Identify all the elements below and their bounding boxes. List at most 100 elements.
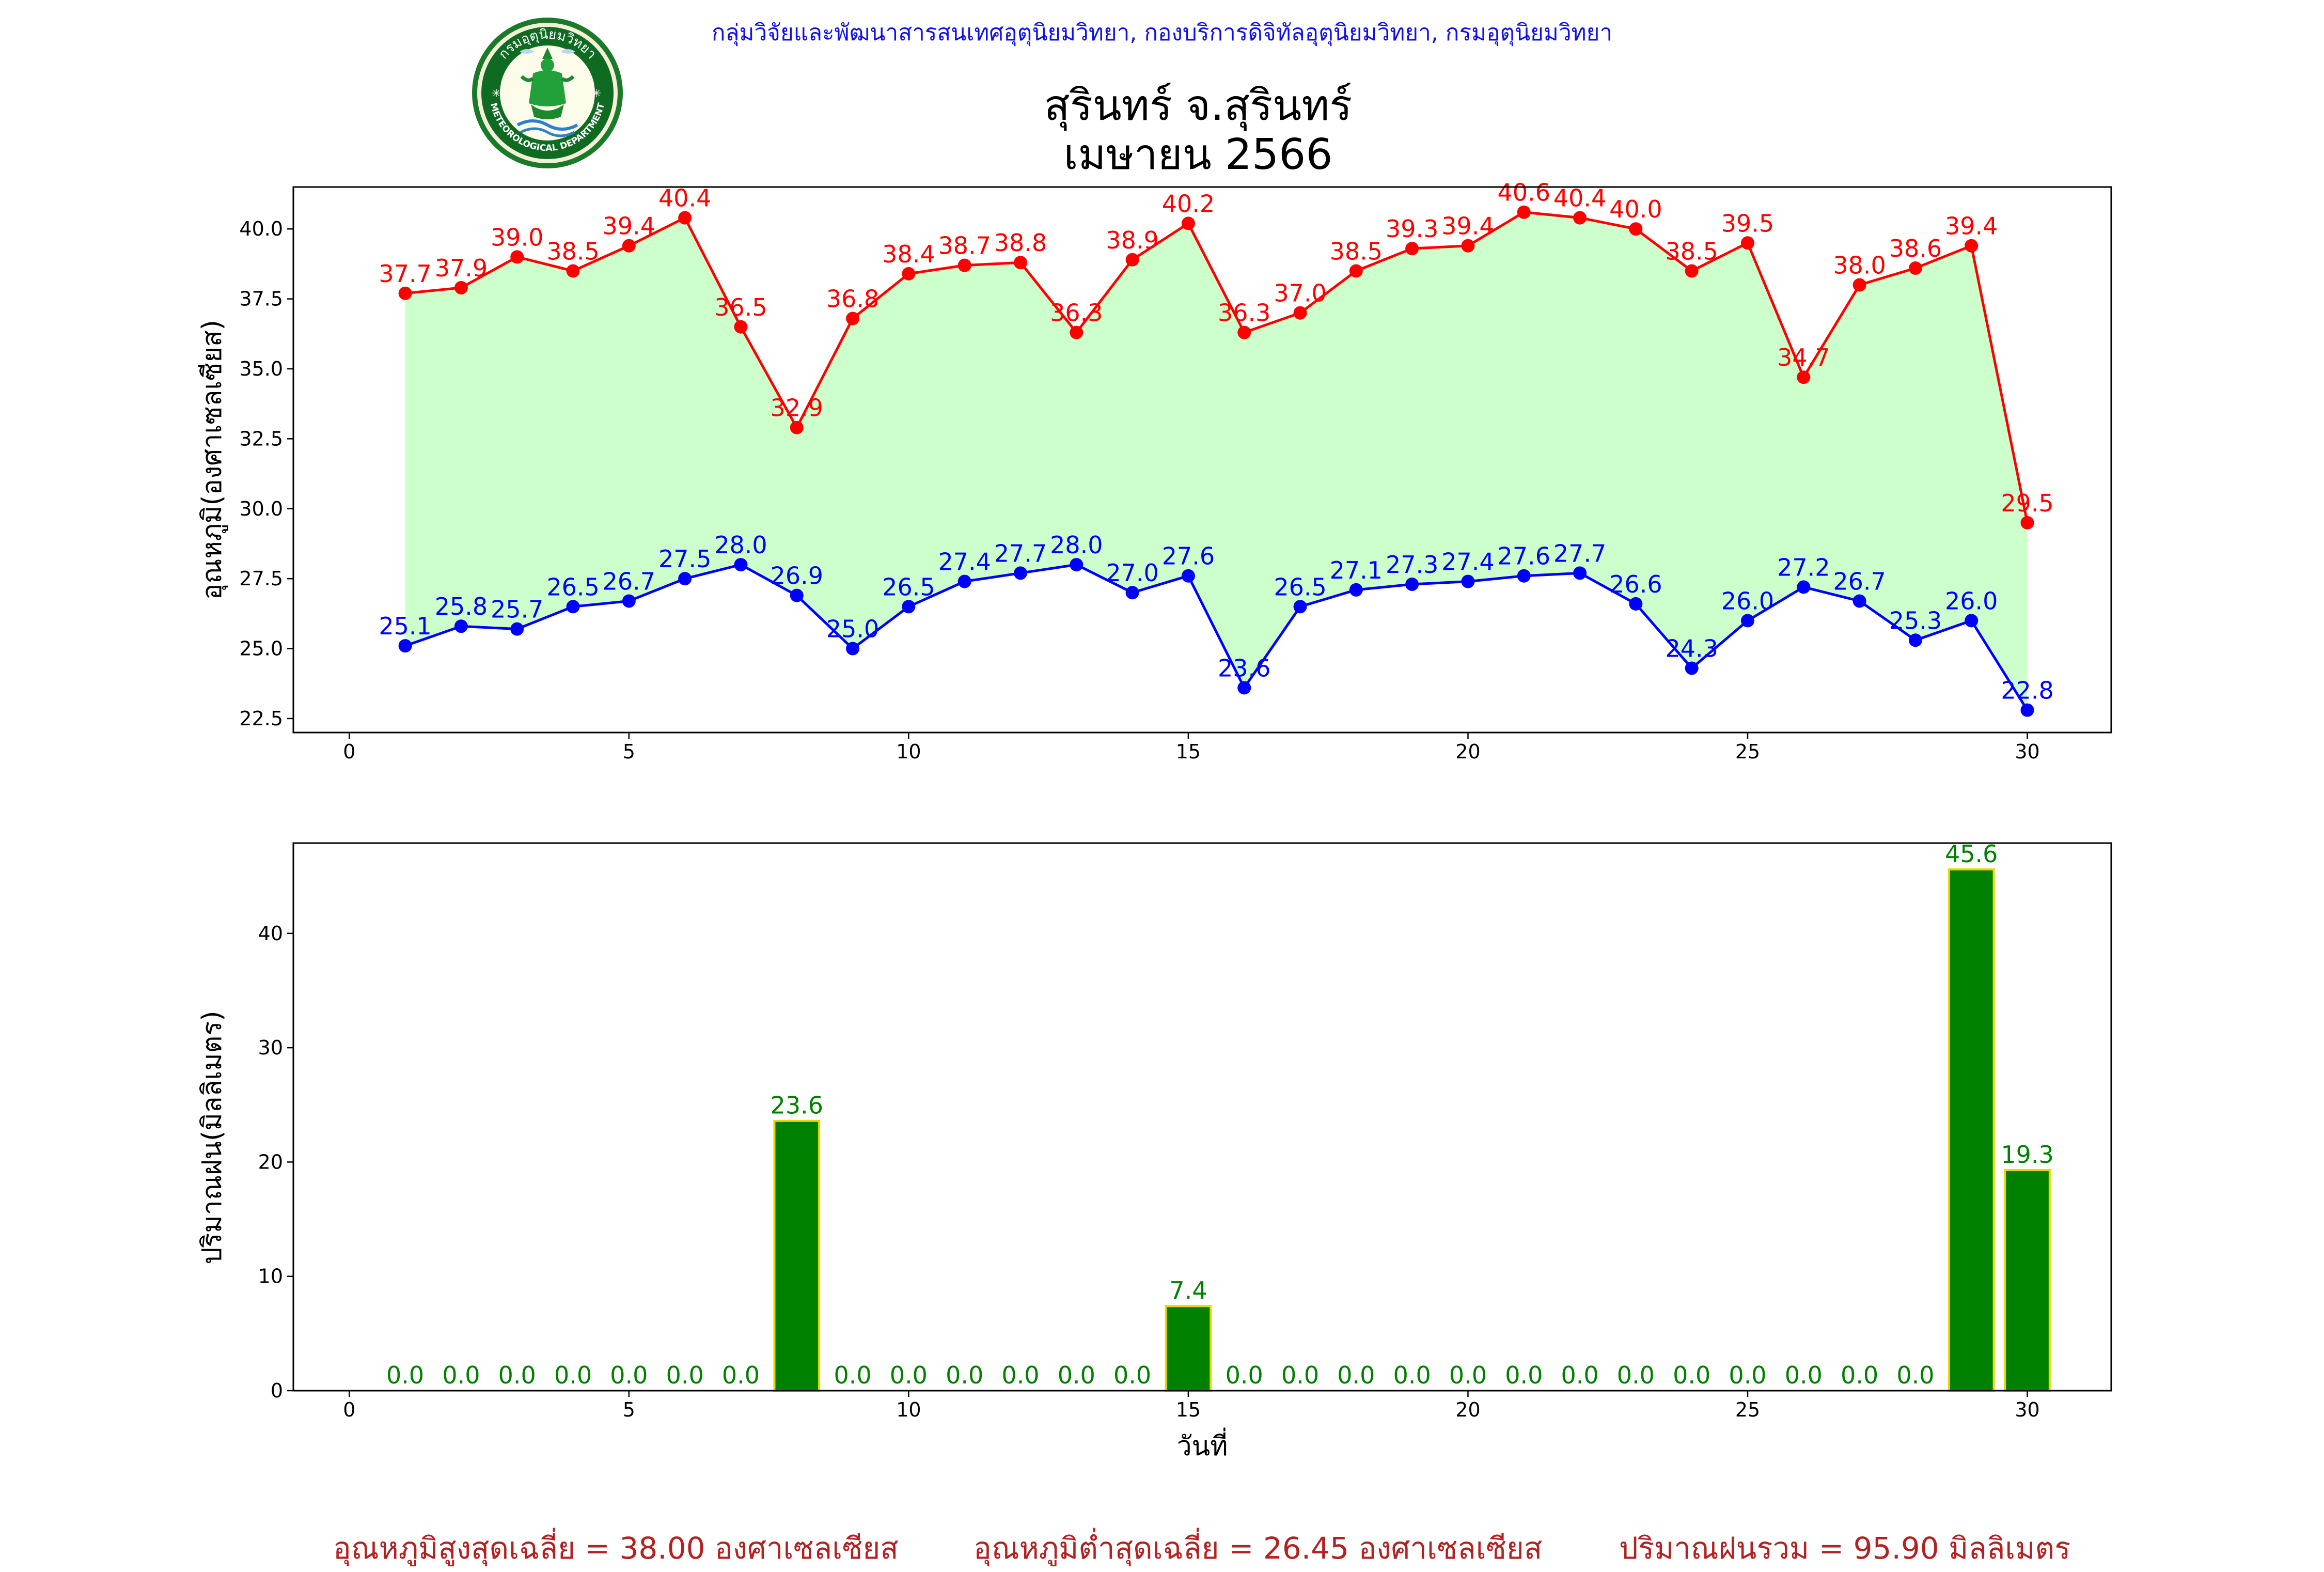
rain-data-label: 0.0 — [1113, 1361, 1151, 1389]
rain-data-label: 0.0 — [1785, 1361, 1823, 1389]
rain-data-label: 0.0 — [890, 1361, 928, 1389]
min-temp-data-label: 26.6 — [1609, 570, 1662, 598]
y-tick-label: 32.5 — [239, 427, 283, 450]
y-tick-label: 40.0 — [239, 217, 283, 240]
min-temp-point — [1405, 577, 1419, 591]
min-temp-point — [678, 572, 692, 586]
y-tick-label: 40 — [258, 922, 283, 945]
min-temp-point — [510, 622, 524, 636]
max-temp-point — [678, 211, 692, 225]
min-temp-point — [1965, 614, 1978, 628]
min-temp-data-label: 25.7 — [491, 596, 543, 624]
max-temp-point — [1517, 205, 1531, 219]
min-temp-point — [622, 594, 636, 608]
min-temp-data-label: 27.0 — [1106, 559, 1158, 587]
summary-footer: อุณหภูมิสูงสุดเฉลี่ย = 38.00 องศาเซลเซีย… — [0, 1524, 2324, 1566]
max-temp-data-label: 36.3 — [1050, 299, 1103, 327]
max-temp-data-label: 34.7 — [1777, 344, 1830, 371]
y-tick-label: 37.5 — [239, 288, 283, 310]
max-temp-data-label: 38.4 — [882, 240, 935, 268]
min-temp-data-label: 28.0 — [1050, 531, 1103, 559]
max-temp-data-label: 39.4 — [1945, 212, 1998, 240]
max-temp-data-label: 39.3 — [1386, 215, 1438, 243]
min-temp-point — [846, 642, 860, 656]
max-temp-point — [1629, 222, 1643, 236]
rain-bar — [773, 1119, 821, 1392]
min-temp-data-label: 26.5 — [882, 573, 935, 601]
min-temp-data-label: 27.6 — [1162, 542, 1215, 570]
min-temp-point — [1014, 566, 1027, 580]
rain-data-label: 0.0 — [1226, 1361, 1263, 1389]
rain-data-label: 0.0 — [1058, 1361, 1095, 1389]
rain-data-label: 0.0 — [554, 1361, 592, 1389]
min-temp-point — [1293, 600, 1307, 614]
max-temp-data-label: 37.7 — [379, 260, 431, 288]
rain-data-label: 0.0 — [1281, 1361, 1319, 1389]
min-temp-point — [1852, 594, 1866, 608]
max-temp-data-label: 37.9 — [435, 254, 488, 282]
min-temp-point — [398, 639, 412, 653]
y-tick-label: 30 — [258, 1036, 283, 1059]
x-tick-label: 5 — [623, 1398, 635, 1421]
max-temp-data-label: 39.4 — [603, 212, 655, 240]
max-temp-point — [2020, 516, 2034, 530]
rain-data-label: 23.6 — [771, 1092, 823, 1119]
max-temp-data-label: 38.5 — [1665, 237, 1718, 265]
max-temp-data-label: 38.9 — [1106, 226, 1158, 254]
temperature-chart: 37.7 37.939.038.539.440.436.532.936.838.4… — [197, 179, 2112, 763]
rain-data-label: 0.0 — [1337, 1361, 1375, 1389]
max-temp-data-label: 36.8 — [826, 285, 879, 313]
max-temp-data-label: 39.5 — [1721, 209, 1774, 237]
max-temp-point — [1125, 253, 1139, 267]
header-credit: กลุ่มวิจัยและพัฒนาสารสนเทศอุตุนิยมวิทยา,… — [711, 20, 1613, 46]
max-temp-point — [734, 320, 748, 334]
min-temp-data-label: 27.4 — [938, 548, 991, 576]
min-temp-data-label: 27.4 — [1441, 548, 1494, 576]
min-temp-data-label: 27.6 — [1498, 542, 1550, 570]
y-axis-label: ปริมาณฝน(มิลลิเมตร) — [197, 1010, 228, 1264]
svg-text:✳: ✳ — [492, 87, 501, 100]
month-title: เมษายน 2566 — [1063, 130, 1333, 179]
min-temp-data-label: 28.0 — [714, 531, 767, 559]
min-temp-point — [734, 558, 748, 572]
max-temp-data-label: 39.0 — [491, 223, 543, 251]
min-temp-point — [1070, 558, 1084, 572]
min-temp-point — [454, 619, 468, 633]
min-temp-data-label: 27.7 — [994, 539, 1047, 567]
x-tick-label: 25 — [1735, 740, 1760, 763]
min-temp-point — [1908, 633, 1922, 647]
meteorological-department-logo: กรมอุตุนิยมวิทยา METEOROLOGICAL DEPARTME… — [472, 18, 623, 168]
max-temp-data-label: 29.5 — [2001, 489, 2053, 517]
max-temp-data-label: 40.0 — [1609, 195, 1662, 223]
x-tick-label: 5 — [623, 740, 635, 763]
min-temp-point — [790, 588, 804, 602]
rain-data-label: 0.0 — [834, 1361, 871, 1389]
max-temp-data-label: 38.5 — [546, 237, 599, 265]
x-tick-label: 10 — [896, 1398, 921, 1421]
temperature-range-fill — [405, 212, 2028, 710]
min-temp-data-label: 26.9 — [771, 562, 823, 590]
rain-bar — [2004, 1169, 2051, 1392]
y-tick-label: 25.0 — [239, 637, 283, 660]
max-temp-data-label: 37.0 — [1274, 279, 1326, 307]
max-temp-point — [1293, 306, 1307, 320]
min-temp-point — [2020, 703, 2034, 717]
rain-data-label: 0.0 — [1561, 1361, 1598, 1389]
rain-data-label: 0.0 — [1393, 1361, 1431, 1389]
max-temp-data-label: 39.4 — [1441, 212, 1494, 240]
rain-data-label: 7.4 — [1169, 1277, 1207, 1304]
min-temp-data-label: 27.2 — [1777, 553, 1830, 581]
y-tick-label: 10 — [258, 1265, 283, 1288]
min-temp-data-label: 26.5 — [1274, 573, 1326, 601]
min-temp-point — [1685, 661, 1699, 675]
min-temp-data-label: 26.5 — [546, 573, 599, 601]
max-temp-point — [790, 421, 804, 434]
min-temp-series-line — [404, 563, 2029, 711]
max-temp-data-label: 40.6 — [1498, 179, 1550, 207]
y-tick-label: 0 — [271, 1379, 283, 1402]
rain-data-label: 0.0 — [386, 1361, 424, 1389]
x-tick-label: 20 — [1455, 1398, 1480, 1421]
rain-data-label: 0.0 — [666, 1361, 704, 1389]
avg-min-temp-summary: อุณหภูมิต่ำสุดเฉลี่ย = 26.45 องศาเซลเซีย… — [973, 1531, 1543, 1566]
